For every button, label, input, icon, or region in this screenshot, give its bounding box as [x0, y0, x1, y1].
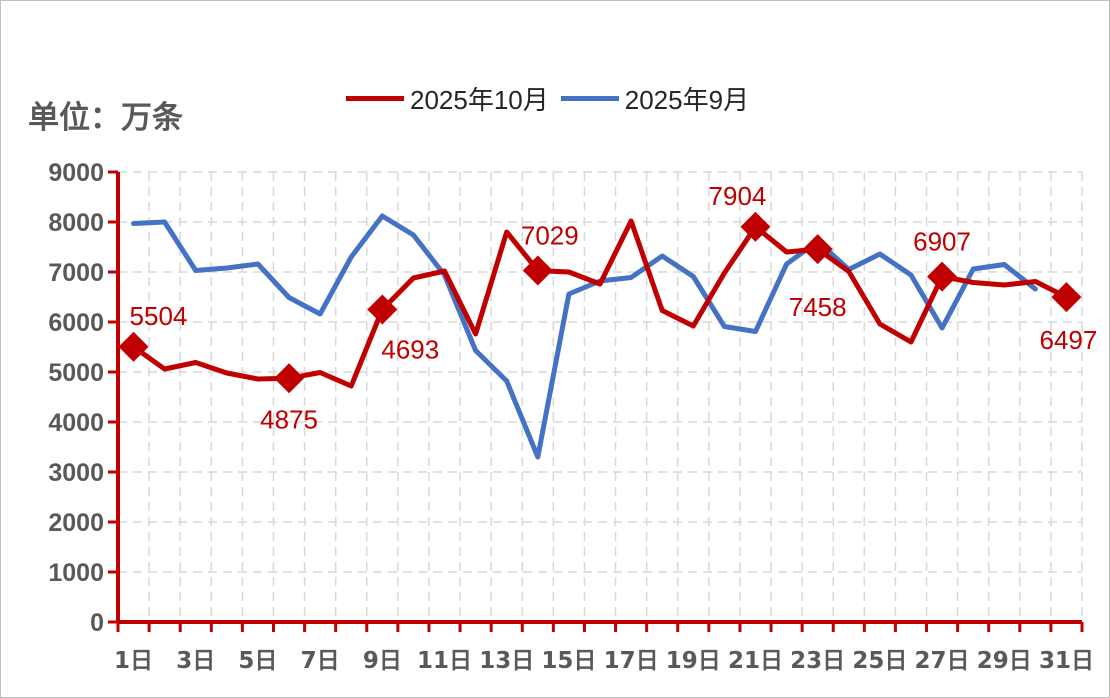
- x-tick-label: 27日: [915, 648, 970, 674]
- data-label: 4875: [260, 404, 318, 434]
- data-label: 7904: [709, 181, 767, 211]
- x-tick-label: 21日: [728, 648, 783, 674]
- data-marker: [1051, 282, 1082, 313]
- x-tick-label: 11日: [417, 648, 472, 674]
- data-marker: [802, 234, 833, 265]
- x-tick-label: 19日: [666, 648, 721, 674]
- y-tick-label: 4000: [48, 409, 104, 437]
- data-label: 7458: [789, 292, 847, 322]
- x-tick-label: 13日: [479, 648, 534, 674]
- data-label: 6907: [913, 227, 971, 257]
- x-tick-label: 5日: [238, 648, 277, 674]
- y-tick-label: 5000: [48, 359, 104, 387]
- unit-label: 单位：万条: [28, 100, 183, 136]
- y-tick-label: 3000: [48, 459, 104, 487]
- x-tick-label: 17日: [604, 648, 659, 674]
- legend: 2025年10月 2025年9月: [346, 80, 761, 117]
- data-label: 4693: [381, 335, 439, 365]
- series-line-sep: [131, 213, 1038, 460]
- data-marker: [522, 255, 553, 286]
- y-tick-label: 7000: [48, 259, 104, 287]
- y-tick-label: 6000: [48, 309, 104, 337]
- x-tick-label: 31日: [1039, 648, 1094, 674]
- x-tick-label: 1日: [114, 648, 153, 674]
- data-label: 6497: [1040, 325, 1098, 355]
- legend-swatch-sep: [560, 96, 619, 101]
- legend-label-oct: 2025年10月: [410, 85, 549, 115]
- x-tick-label: 23日: [790, 648, 845, 674]
- legend-item-oct: 2025年10月: [346, 80, 549, 117]
- y-tick-label: 1000: [48, 559, 104, 587]
- legend-label-sep: 2025年9月: [624, 85, 750, 115]
- y-tick-label: 0: [90, 609, 104, 637]
- y-tick-label: 8000: [48, 209, 104, 237]
- x-tick-label: 7日: [301, 648, 340, 674]
- x-tick-label: 9日: [363, 648, 402, 674]
- y-tick-label: 2000: [48, 509, 104, 537]
- data-label: 7029: [521, 221, 579, 251]
- data-marker: [118, 331, 149, 362]
- data-marker: [740, 211, 771, 242]
- data-marker: [367, 294, 398, 325]
- x-tick-label: 3日: [176, 648, 215, 674]
- x-tick-label: 29日: [977, 648, 1032, 674]
- y-tick-label: 9000: [48, 159, 104, 187]
- legend-item-sep: 2025年9月: [560, 80, 750, 117]
- data-label: 5504: [130, 301, 188, 331]
- data-marker: [927, 261, 958, 292]
- data-marker: [274, 363, 305, 394]
- legend-swatch-oct: [346, 96, 404, 101]
- x-tick-label: 15日: [541, 648, 596, 674]
- x-tick-label: 25日: [852, 648, 907, 674]
